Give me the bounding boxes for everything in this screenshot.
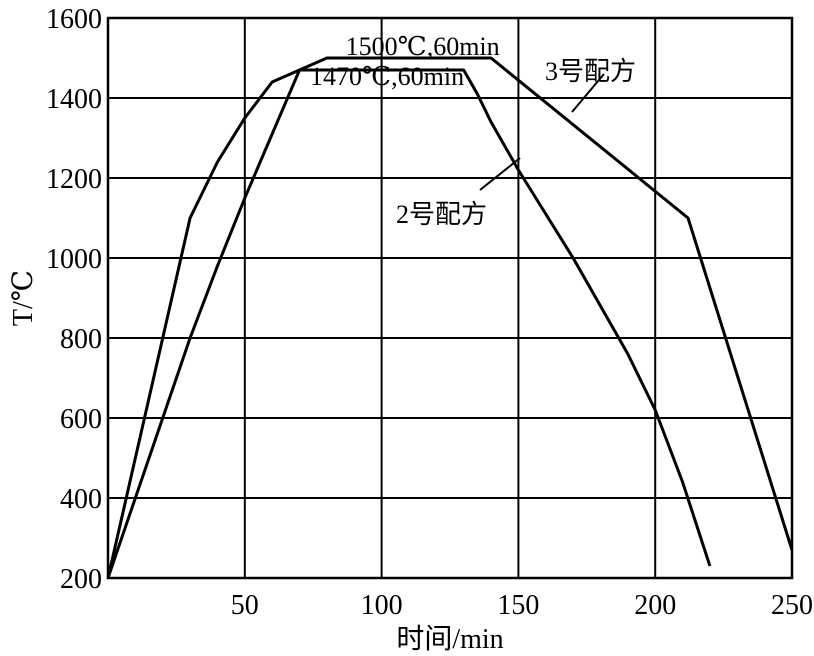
y-tick-label: 1000 xyxy=(46,244,102,275)
series-label-3: 3号配方 xyxy=(545,57,636,86)
annotation-1500c-60min: 1500℃,60min xyxy=(346,32,500,61)
x-tick-label: 100 xyxy=(361,590,403,621)
x-tick-label: 200 xyxy=(634,590,676,621)
x-tick-label: 50 xyxy=(231,590,259,621)
y-tick-label: 600 xyxy=(60,404,102,435)
grid-lines xyxy=(108,17,793,579)
series-lines xyxy=(106,56,794,579)
y-tick-label: 1200 xyxy=(46,164,102,195)
series-label-2: 2号配方 xyxy=(396,200,487,229)
y-tick-label: 1400 xyxy=(46,84,102,115)
leader-line-series-2 xyxy=(479,157,521,191)
y-axis-label: T/℃ xyxy=(8,270,39,326)
tick-labels: 50 100 150 200 250 200 400 600 800 1000 1200 1400 16… xyxy=(46,4,813,621)
x-tick-label: 150 xyxy=(497,590,539,621)
annotation-1470c-60min: 1470℃,60min xyxy=(310,62,464,91)
leader-line-series-3 xyxy=(571,73,605,113)
y-tick-label: 1600 xyxy=(46,4,102,35)
x-tick-label: 250 xyxy=(771,590,813,621)
series-line-1 xyxy=(106,68,712,579)
series-line-2 xyxy=(106,56,794,579)
y-tick-label: 200 xyxy=(60,564,102,595)
y-tick-label: 800 xyxy=(60,324,102,355)
x-axis-label: 时间/min xyxy=(396,623,503,655)
y-tick-label: 400 xyxy=(60,484,102,515)
plot-frame xyxy=(106,16,794,580)
